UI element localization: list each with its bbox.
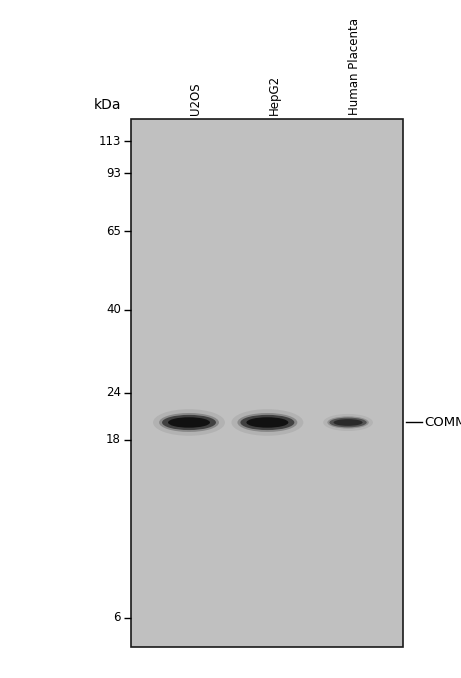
Ellipse shape	[323, 414, 373, 431]
Text: 18: 18	[106, 433, 121, 446]
Ellipse shape	[327, 416, 369, 428]
Text: kDa: kDa	[93, 98, 121, 112]
Bar	[131, 119, 403, 647]
Ellipse shape	[231, 410, 303, 436]
Ellipse shape	[159, 413, 219, 432]
Text: 40: 40	[106, 304, 121, 317]
Text: Human Placenta: Human Placenta	[348, 18, 361, 115]
Text: U2OS: U2OS	[189, 83, 202, 115]
Text: COMMD1: COMMD1	[424, 416, 461, 429]
Text: 24: 24	[106, 386, 121, 399]
Ellipse shape	[246, 417, 289, 428]
Ellipse shape	[334, 419, 362, 426]
Ellipse shape	[162, 415, 216, 430]
Ellipse shape	[329, 418, 367, 427]
Ellipse shape	[237, 413, 297, 432]
Text: 6: 6	[113, 612, 121, 624]
Ellipse shape	[240, 415, 294, 430]
Text: 113: 113	[98, 135, 121, 148]
Text: 65: 65	[106, 224, 121, 238]
Ellipse shape	[153, 410, 225, 436]
Text: HepG2: HepG2	[267, 75, 280, 115]
Text: 93: 93	[106, 167, 121, 180]
Ellipse shape	[168, 417, 210, 428]
